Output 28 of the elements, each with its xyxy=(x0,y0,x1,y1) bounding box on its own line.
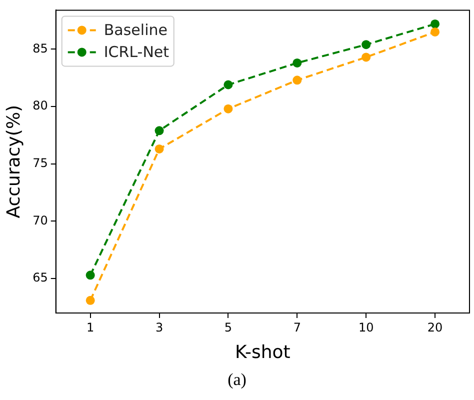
point xyxy=(224,80,233,90)
x-tick-label: 20 xyxy=(427,320,443,334)
x-tick-label: 5 xyxy=(224,320,232,334)
point xyxy=(292,76,302,85)
legend-label: ICRL-Net xyxy=(104,43,170,62)
point xyxy=(86,270,95,280)
point xyxy=(430,27,440,36)
point xyxy=(224,104,233,114)
point xyxy=(86,296,95,305)
x-tick-label: 3 xyxy=(155,320,164,334)
point xyxy=(362,40,371,50)
y-axis-title: Accuracy(%) xyxy=(3,104,24,218)
point xyxy=(430,19,440,28)
point xyxy=(292,58,302,68)
text: (a) xyxy=(226,370,248,390)
x-tick-label: 1 xyxy=(86,320,94,334)
y-tick-label: 75 xyxy=(32,156,48,170)
y-tick-label: 65 xyxy=(32,270,48,285)
x-tick-label: 7 xyxy=(293,320,301,334)
y-tick-label: 70 xyxy=(32,213,48,228)
point xyxy=(154,144,164,154)
y-tick-label: 80 xyxy=(32,98,48,113)
legend-label: Baseline xyxy=(104,21,168,40)
point xyxy=(154,126,164,136)
point xyxy=(362,52,371,62)
y-tick-label: 85 xyxy=(32,41,48,56)
x-tick-label: 10 xyxy=(358,320,374,334)
x-axis-title: K-shot xyxy=(235,342,290,363)
